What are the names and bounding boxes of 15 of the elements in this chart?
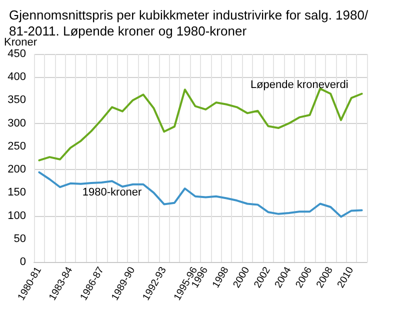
y-tick-label: 300 (8, 117, 26, 130)
y-tick-label: 200 (8, 164, 26, 176)
y-tick-label: 250 (8, 140, 26, 152)
y-tick-label: 400 (8, 71, 26, 84)
y-tick-label: 450 (8, 48, 26, 60)
y-tick-label: 350 (8, 94, 26, 106)
series-label: Løpende kroneverdi (250, 78, 348, 91)
y-tick-label: 0 (20, 256, 26, 268)
y-tick-label: 100 (8, 210, 26, 222)
chart-title: Gjennomsnittspris per kubikkmeter industrivirke for salg. 1980/81-2011. Løpende kroner og 1980-kroner (9, 8, 368, 38)
series-label: 1980-kroner (82, 186, 142, 199)
line-series (38, 171, 363, 218)
y-axis-title: Kroner (4, 36, 38, 48)
y-tick-label: 150 (8, 186, 26, 199)
y-tick-label: 50 (14, 232, 26, 245)
